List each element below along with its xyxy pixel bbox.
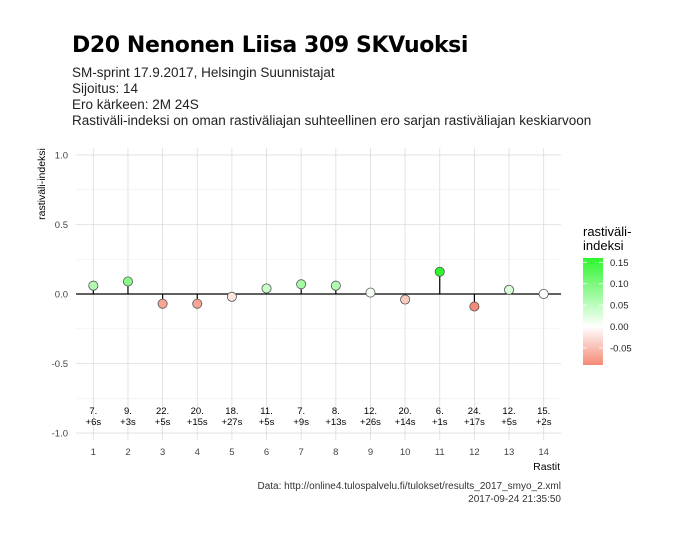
time-label: +1s xyxy=(432,417,448,428)
data-point xyxy=(296,279,307,290)
x-tick-label: 8 xyxy=(333,447,338,458)
x-tick-label: 10 xyxy=(400,447,411,458)
x-tick-label: 14 xyxy=(538,447,549,458)
y-axis-ticks: -1.0 -0.5 0.0 0.5 1.0 xyxy=(52,150,68,439)
time-label: +3s xyxy=(120,417,136,428)
x-tick-label: 6 xyxy=(264,447,269,458)
rank-label: 20. xyxy=(398,406,411,417)
time-label: +5s xyxy=(259,417,275,428)
timestamp-caption: 2017-09-24 21:35:50 xyxy=(468,494,561,505)
rank-label: 9. xyxy=(124,406,132,417)
y-tick-label: 1.0 xyxy=(55,150,68,161)
time-label: +17s xyxy=(464,417,485,428)
subtitle-line-3: Ero kärkeen: 2M 24S xyxy=(72,97,199,112)
legend-ticks: 0.15 0.10 0.05 0.00 -0.05 xyxy=(583,258,632,354)
rank-label: 18. xyxy=(225,406,238,417)
legend-tick-label: 0.00 xyxy=(610,322,629,333)
time-label: +14s xyxy=(395,417,416,428)
data-point xyxy=(157,298,168,309)
rank-label: 22. xyxy=(156,406,169,417)
y-tick-label: 0.0 xyxy=(55,290,68,301)
legend-colorbar xyxy=(583,258,603,365)
time-label: +15s xyxy=(187,417,208,428)
x-tick-label: 4 xyxy=(195,447,200,458)
x-tick-label: 9 xyxy=(368,447,373,458)
rank-label: 12. xyxy=(364,406,377,417)
subtitle-line-1: SM-sprint 17.9.2017, Helsingin Suunnista… xyxy=(72,65,335,80)
rank-label: 12. xyxy=(502,406,515,417)
rank-label: 20. xyxy=(191,406,204,417)
y-tick-label: -1.0 xyxy=(52,429,68,440)
time-label: +2s xyxy=(536,417,552,428)
data-point xyxy=(504,284,515,295)
y-tick-label: -0.5 xyxy=(52,359,68,370)
legend-tick-label: -0.05 xyxy=(610,343,632,354)
legend-tick-label: 0.15 xyxy=(610,258,629,269)
subtitle-line-2: Sijoitus: 14 xyxy=(72,81,139,96)
x-tick-label: 12 xyxy=(469,447,480,458)
subtitle-line-4: Rastiväli-indeksi on oman rastiväliajan … xyxy=(72,113,592,128)
data-point xyxy=(330,280,341,291)
data-point xyxy=(261,283,272,294)
legend-tick-label: 0.10 xyxy=(610,279,629,290)
y-tick-label: 0.5 xyxy=(55,220,68,231)
data-point xyxy=(122,276,133,287)
x-tick-label: 7 xyxy=(299,447,304,458)
time-label: +26s xyxy=(360,417,381,428)
x-tick-label: 2 xyxy=(125,447,130,458)
rank-label: 7. xyxy=(89,406,97,417)
source-caption: Data: http://online4.tulospalvelu.fi/tul… xyxy=(257,481,561,492)
data-point xyxy=(88,280,99,291)
time-label: +27s xyxy=(221,417,242,428)
x-tick-label: 5 xyxy=(229,447,234,458)
x-tick-label: 11 xyxy=(435,447,445,458)
legend-title-line-2: indeksi xyxy=(583,238,624,253)
x-tick-label: 1 xyxy=(91,447,96,458)
data-point xyxy=(226,291,237,302)
data-point xyxy=(192,298,203,309)
time-label: +6s xyxy=(86,417,102,428)
data-point xyxy=(469,301,480,312)
data-point xyxy=(365,287,376,298)
plot-grid xyxy=(76,148,561,440)
data-point xyxy=(538,288,549,299)
rank-label: 24. xyxy=(468,406,481,417)
time-label: +9s xyxy=(293,417,309,428)
x-tick-label: 3 xyxy=(160,447,165,458)
time-label: +5s xyxy=(501,417,517,428)
x-axis-label: Rastit xyxy=(533,461,560,473)
legend-title: rastiväli- indeksi xyxy=(583,225,631,253)
chart-title: D20 Nenonen Liisa 309 SKVuoksi xyxy=(72,33,469,58)
rank-label: 15. xyxy=(537,406,550,417)
legend-tick-label: 0.05 xyxy=(610,301,629,312)
rank-label: 11. xyxy=(260,406,273,417)
legend-title-line-1: rastiväli- xyxy=(583,224,632,239)
rank-label: 6. xyxy=(436,406,444,417)
data-point xyxy=(434,266,445,277)
x-axis-ticks: 1 2 3 4 5 6 7 8 9 10 11 12 13 14 xyxy=(91,447,549,458)
y-axis-label: rastiväli-indeksi xyxy=(36,148,48,220)
split-labels: 7.+6s9.+3s22.+5s20.+15s18.+27s11.+5s7.+9… xyxy=(86,406,552,428)
x-tick-label: 13 xyxy=(504,447,515,458)
time-label: +13s xyxy=(325,417,346,428)
time-label: +5s xyxy=(155,417,171,428)
lollipop-points xyxy=(88,266,549,312)
rank-label: 8. xyxy=(332,406,340,417)
rank-label: 7. xyxy=(297,406,305,417)
data-point xyxy=(400,294,411,305)
